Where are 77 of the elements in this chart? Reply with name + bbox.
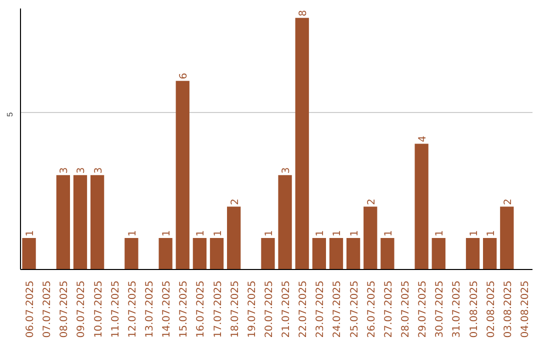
bar [176, 80, 190, 270]
x-tick-label: 13.07.2025 [144, 280, 156, 338]
bar [210, 238, 224, 270]
bar [500, 206, 514, 270]
bar [346, 238, 360, 270]
x-tick-label: 19.07.2025 [246, 280, 258, 338]
data-label: 1 [127, 230, 138, 236]
x-tick-label: 27.07.2025 [383, 280, 394, 338]
data-label: 3 [59, 167, 70, 174]
data-label: 1 [315, 230, 326, 236]
data-label: 4 [418, 136, 429, 142]
bar [261, 238, 275, 270]
data-label: 1 [212, 230, 224, 236]
x-tick-label: 06.07.2025 [25, 280, 36, 338]
bar [124, 238, 138, 270]
x-tick-label: 15.07.2025 [178, 280, 190, 338]
bar [295, 18, 309, 270]
x-tick-label: 10.07.2025 [93, 280, 104, 338]
y-tick-label: 5 [6, 112, 14, 117]
bar [227, 206, 241, 270]
x-tick-label: 07.07.2025 [42, 280, 54, 338]
x-tick-label: 21.07.2025 [281, 280, 292, 338]
x-tick-label: 22.07.2025 [298, 280, 310, 338]
bar [380, 238, 394, 270]
data-label: 1 [383, 230, 394, 236]
x-tick-label: 24.07.2025 [332, 280, 344, 338]
bar [90, 175, 104, 270]
x-tick-label: 26.07.2025 [366, 280, 378, 338]
data-label: 8 [298, 10, 310, 16]
x-tick-label: 18.07.2025 [230, 280, 241, 338]
bar [192, 238, 207, 270]
data-label: 1 [264, 230, 275, 236]
x-tick-label: 20.07.2025 [264, 280, 275, 338]
bar [414, 144, 428, 270]
x-tick-label: 04.08.2025 [520, 280, 531, 338]
x-tick-label: 23.07.2025 [315, 280, 326, 338]
data-label: 6 [178, 72, 190, 80]
x-tick-label: 11.07.2025 [110, 280, 122, 338]
x-tick-label: 12.07.2025 [127, 280, 138, 338]
data-label: 1 [25, 230, 36, 236]
data-label: 2 [366, 198, 378, 206]
bar [364, 206, 378, 270]
x-tick-label: 08.07.2025 [59, 280, 70, 338]
x-tick-label: 14.07.2025 [162, 280, 173, 338]
bar [158, 238, 172, 270]
bar [432, 238, 446, 270]
x-tick-label: 25.07.2025 [349, 280, 360, 338]
data-label: 1 [162, 230, 173, 236]
bar [22, 238, 36, 270]
x-tick-label: 02.08.2025 [486, 280, 497, 338]
data-label: 1 [196, 230, 207, 236]
data-label: 2 [230, 198, 241, 206]
bar [278, 175, 292, 270]
x-tick-label: 03.08.2025 [502, 280, 514, 338]
x-tick-label: 28.07.2025 [400, 280, 412, 338]
data-label: 1 [434, 230, 446, 236]
data-label: 2 [502, 198, 514, 206]
x-tick-label: 30.07.2025 [434, 280, 446, 338]
bar [73, 175, 88, 270]
x-tick-label: 29.07.2025 [418, 280, 429, 338]
data-label: 1 [486, 230, 497, 236]
x-tick-label: 16.07.2025 [196, 280, 207, 338]
data-label: 3 [76, 167, 88, 174]
bar [56, 175, 70, 270]
data-label: 3 [281, 167, 292, 174]
x-tick-label: 09.07.2025 [76, 280, 88, 338]
bar [483, 238, 497, 270]
bar [466, 238, 480, 270]
data-label: 1 [468, 230, 480, 236]
bar [329, 238, 344, 270]
x-tick-label: 31.07.2025 [452, 280, 463, 338]
data-label: 1 [332, 230, 344, 236]
x-tick-label: 17.07.2025 [212, 280, 224, 338]
x-tick-label: 01.08.2025 [468, 280, 480, 338]
data-label: 3 [93, 167, 104, 174]
bar [312, 238, 326, 270]
data-label: 1 [349, 230, 360, 236]
